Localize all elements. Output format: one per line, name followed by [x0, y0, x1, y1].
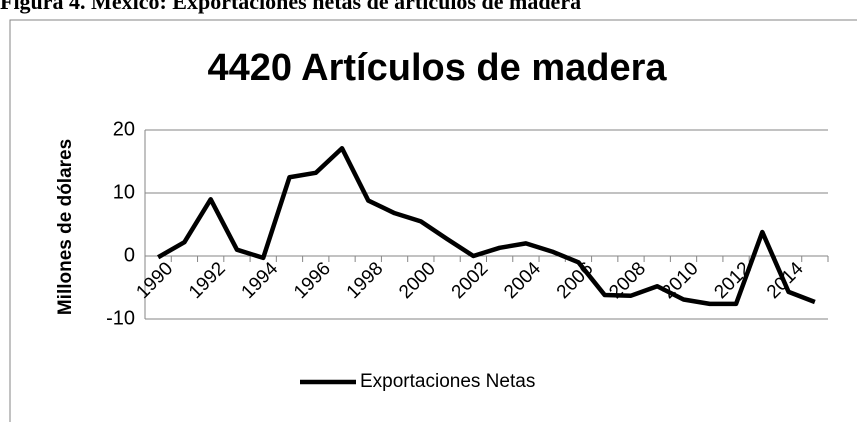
y-tick-label: 20 [113, 118, 135, 140]
x-tick-label: 1998 [343, 258, 388, 303]
caption: Figura 4. México: Exportaciones netas de… [0, 0, 581, 14]
y-tick-label: 0 [124, 244, 135, 266]
y-tick-label: 10 [113, 181, 135, 203]
line [157, 146, 816, 307]
x-tick-label: 2002 [448, 258, 493, 303]
x-tick-label: 1992 [185, 258, 230, 303]
x-tick-label: 2000 [395, 258, 440, 303]
y-axis-label: Millones de dólares [55, 139, 76, 315]
x-tick-label: 1994 [238, 258, 283, 303]
chart-border [9, 19, 857, 422]
y-tick-label: -10 [106, 307, 135, 329]
x-tick-label: 2004 [500, 258, 545, 303]
x-tick-label: 1996 [290, 258, 335, 303]
x-tick-label: 1990 [132, 258, 177, 303]
legend-label: Exportaciones Netas [360, 371, 535, 392]
chart-title: 4420 Artículos de madera [207, 47, 667, 89]
